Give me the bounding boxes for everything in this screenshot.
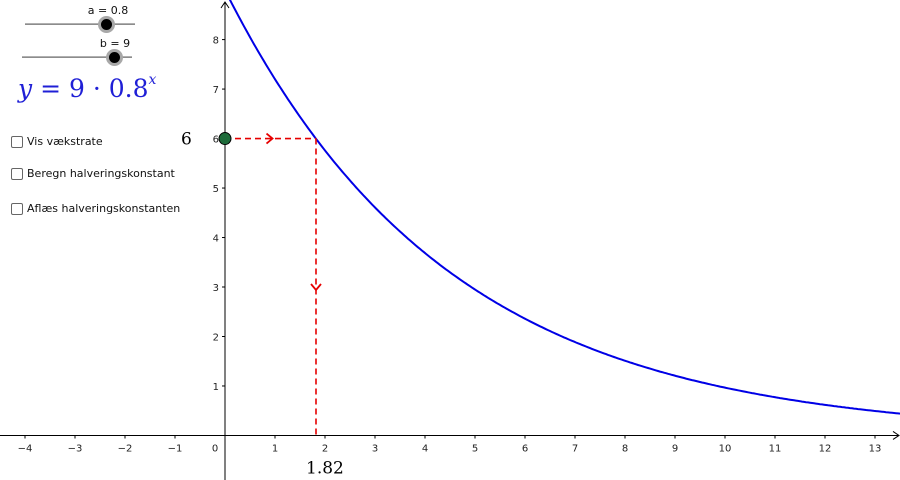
y-axis-arrow-icon <box>220 1 230 9</box>
x-axis-arrow-icon <box>892 431 900 440</box>
vertical-guide-arrow-icon <box>310 283 322 292</box>
x-tick-label: −3 <box>68 443 83 454</box>
x-tick-label: 13 <box>869 443 882 454</box>
slider-b-track[interactable] <box>22 56 132 58</box>
checkbox-beregn-halveringskonstant[interactable]: Beregn halveringskonstant <box>11 167 175 180</box>
x-tick-label: 9 <box>672 443 678 454</box>
y-tick-label: 5 <box>213 184 219 195</box>
formula-base: 9 <box>68 74 85 103</box>
slider-b[interactable]: b = 9 <box>22 37 132 66</box>
function-formula: y = 9 · 0.8x <box>18 71 157 103</box>
y-tick-label: 4 <box>213 234 219 245</box>
y-tick-label: 8 <box>213 36 219 47</box>
x-tick-label: 1 <box>272 443 278 454</box>
slider-b-label: b = 9 <box>99 37 131 50</box>
checkbox-label: Vis vækstrate <box>27 135 103 148</box>
checkbox-label: Beregn halveringskonstant <box>27 167 175 180</box>
y-tick-label: 2 <box>213 332 219 343</box>
checkbox-label: Aflæs halveringskonstanten <box>27 202 181 215</box>
formula-lhs: y <box>18 74 33 103</box>
x-tick-label: 3 <box>372 443 378 454</box>
slider-a-label: a = 0.8 <box>87 4 129 17</box>
formula-equals: = <box>40 74 62 103</box>
x-tick-label: 8 <box>622 443 628 454</box>
x-tick-label: 4 <box>422 443 428 454</box>
y-tick-label: 7 <box>213 85 219 96</box>
slider-a-track[interactable] <box>25 23 135 25</box>
y-axis-point[interactable] <box>218 132 232 146</box>
y-tick-label: 3 <box>213 283 219 294</box>
x-tick-label: 12 <box>819 443 832 454</box>
x-tick-label: 5 <box>472 443 478 454</box>
y-tick-label: 6 <box>213 135 219 146</box>
formula-exponent: x <box>148 71 157 88</box>
slider-a[interactable]: a = 0.8 <box>25 4 135 33</box>
function-curve[interactable] <box>224 0 900 415</box>
checkbox-box[interactable] <box>11 202 23 215</box>
y-tick-label: 1 <box>213 382 219 393</box>
formula-dot: · <box>92 74 101 103</box>
x-tick-label: −4 <box>18 443 33 454</box>
checkbox-aflaes-halveringskonstanten[interactable]: Aflæs halveringskonstanten <box>11 202 180 215</box>
slider-b-knob[interactable] <box>106 49 123 66</box>
x-tick-label: −1 <box>168 443 183 454</box>
x-tick-label: 7 <box>572 443 578 454</box>
slider-a-knob[interactable] <box>98 16 115 33</box>
x-tick-label: 6 <box>522 443 528 454</box>
checkbox-box[interactable] <box>11 135 23 148</box>
checkbox-box[interactable] <box>11 167 23 180</box>
formula-factor: 0.8 <box>108 74 149 103</box>
checkbox-vis-vaekstrate[interactable]: Vis vækstrate <box>11 135 103 148</box>
x-tick-label: 11 <box>769 443 782 454</box>
intersection-x-label: 1.82 <box>306 458 344 478</box>
horizontal-guide-arrow-icon <box>265 132 274 145</box>
point-value-label: 6 <box>181 130 192 150</box>
x-tick-label: −2 <box>118 443 133 454</box>
x-tick-label: 10 <box>719 443 732 454</box>
x-tick-label: 2 <box>322 443 328 454</box>
origin-label: 0 <box>212 443 218 454</box>
